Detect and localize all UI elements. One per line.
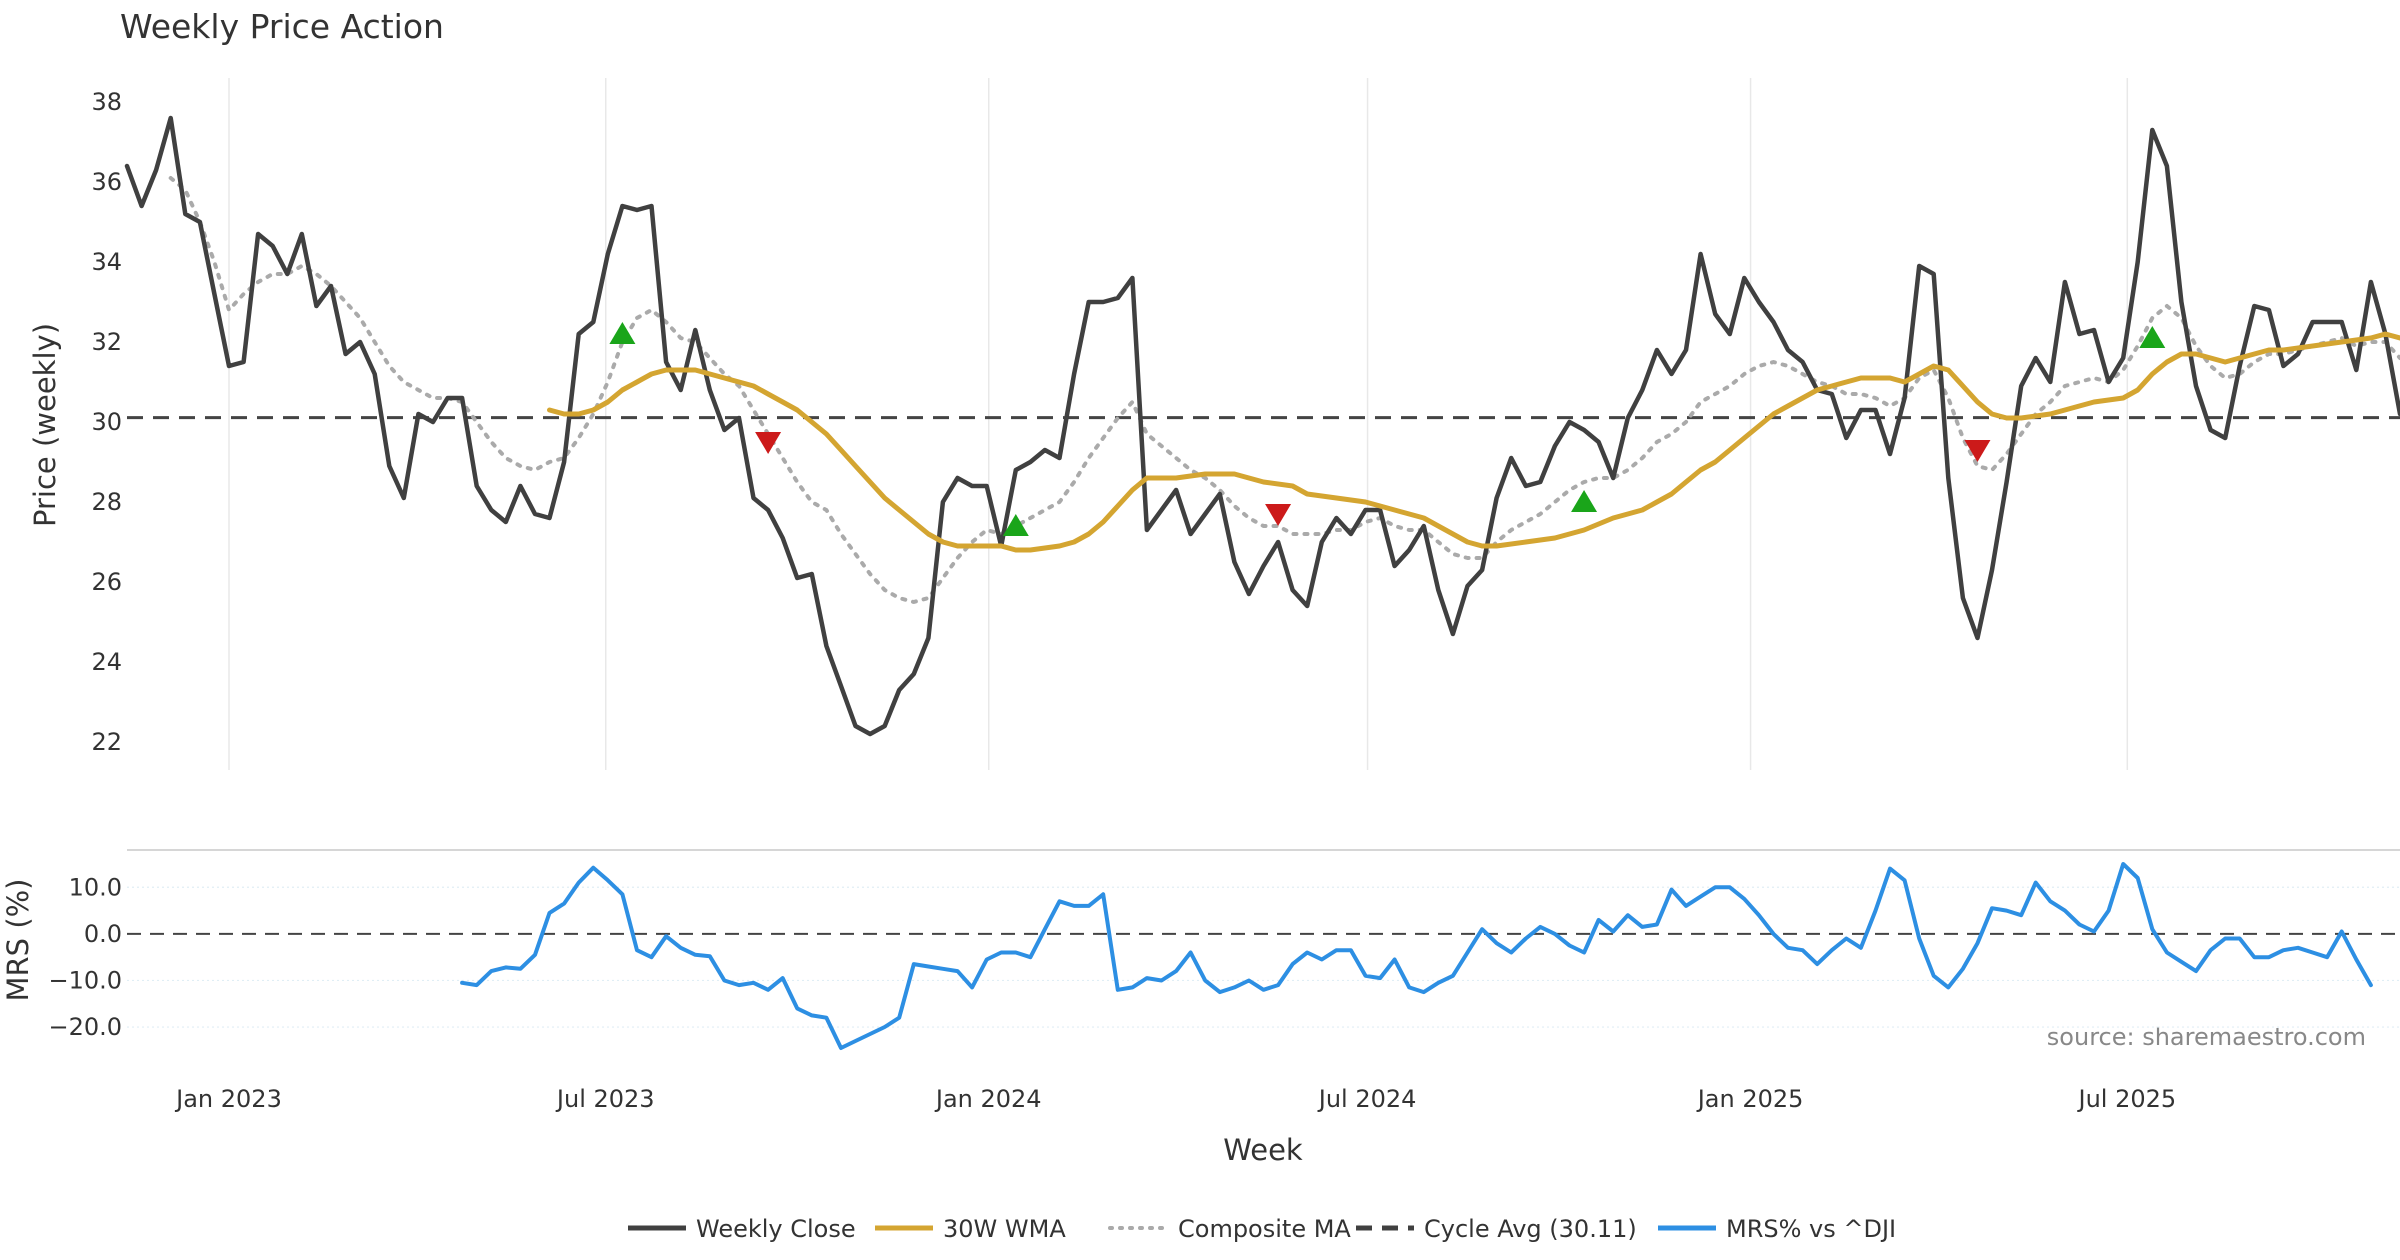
legend-label-composite-ma: Composite MA — [1178, 1215, 1351, 1243]
signal-markers — [609, 322, 2166, 536]
mrs-y-tick-label: −20.0 — [48, 1013, 122, 1041]
sell-signal-marker — [1265, 504, 1292, 526]
series-line-composite-ma — [168, 176, 2400, 604]
source-note: source: sharemaestro.com — [2047, 1023, 2366, 1051]
price-y-tick-label: 32 — [91, 328, 122, 356]
mrs-y-axis-label: MRS (%) — [1, 879, 35, 1002]
buy-signal-marker — [609, 322, 636, 344]
price-y-tick-label: 36 — [91, 168, 122, 196]
x-tick-label: Jan 2024 — [934, 1085, 1042, 1113]
buy-signal-marker — [2139, 326, 2166, 348]
sell-signal-marker — [1964, 440, 1991, 462]
buy-signal-marker — [1002, 514, 1029, 536]
x-tick-label: Jul 2024 — [1317, 1085, 1417, 1113]
price-y-tick-label: 22 — [91, 728, 122, 756]
price-y-tick-label: 26 — [91, 568, 122, 596]
mrs-y-tick-label: 10.0 — [69, 873, 122, 901]
legend-label-mrs-vs-dji: MRS% vs ^DJI — [1726, 1215, 1896, 1243]
legend-label-cycle-avg-30-11: Cycle Avg (30.11) — [1424, 1215, 1637, 1243]
series-line-30w-wma — [547, 331, 2400, 553]
tick-labels: Jan 2023 Jul 2023 Jan 2024 Jul 2024 Jan 2025… — [48, 88, 2176, 1113]
mrs-y-tick-label: −10.0 — [48, 966, 122, 994]
series-line-weekly-close — [124, 115, 2400, 737]
series-line-mrs-vs-dji — [460, 862, 2373, 1050]
price-y-tick-label: 34 — [91, 248, 122, 276]
sell-signal-marker — [755, 432, 782, 454]
x-tick-label: Jul 2025 — [2076, 1085, 2176, 1113]
buy-signal-marker — [1571, 490, 1598, 512]
price-y-tick-label: 28 — [91, 488, 122, 516]
price-y-tick-label: 38 — [91, 88, 122, 116]
mrs-y-tick-label: 0.0 — [84, 920, 122, 948]
legend: Weekly Close 30W WMA Composite MA Cycle Avg… — [628, 1215, 1896, 1243]
price-y-tick-label: 24 — [91, 648, 122, 676]
chart-title: Weekly Price Action — [120, 7, 444, 46]
price-y-axis-label: Price (weekly) — [28, 323, 62, 527]
grid-layer — [127, 78, 2400, 1028]
x-tick-label: Jul 2023 — [555, 1085, 655, 1113]
x-tick-label: Jan 2025 — [1696, 1085, 1804, 1113]
x-axis-label: Week — [1223, 1133, 1303, 1167]
legend-label-weekly-close: Weekly Close — [696, 1215, 856, 1243]
series-layer — [124, 115, 2400, 1050]
legend-label-30w-wma: 30W WMA — [943, 1215, 1066, 1243]
price-y-tick-label: 30 — [91, 408, 122, 436]
x-tick-label: Jan 2023 — [174, 1085, 282, 1113]
